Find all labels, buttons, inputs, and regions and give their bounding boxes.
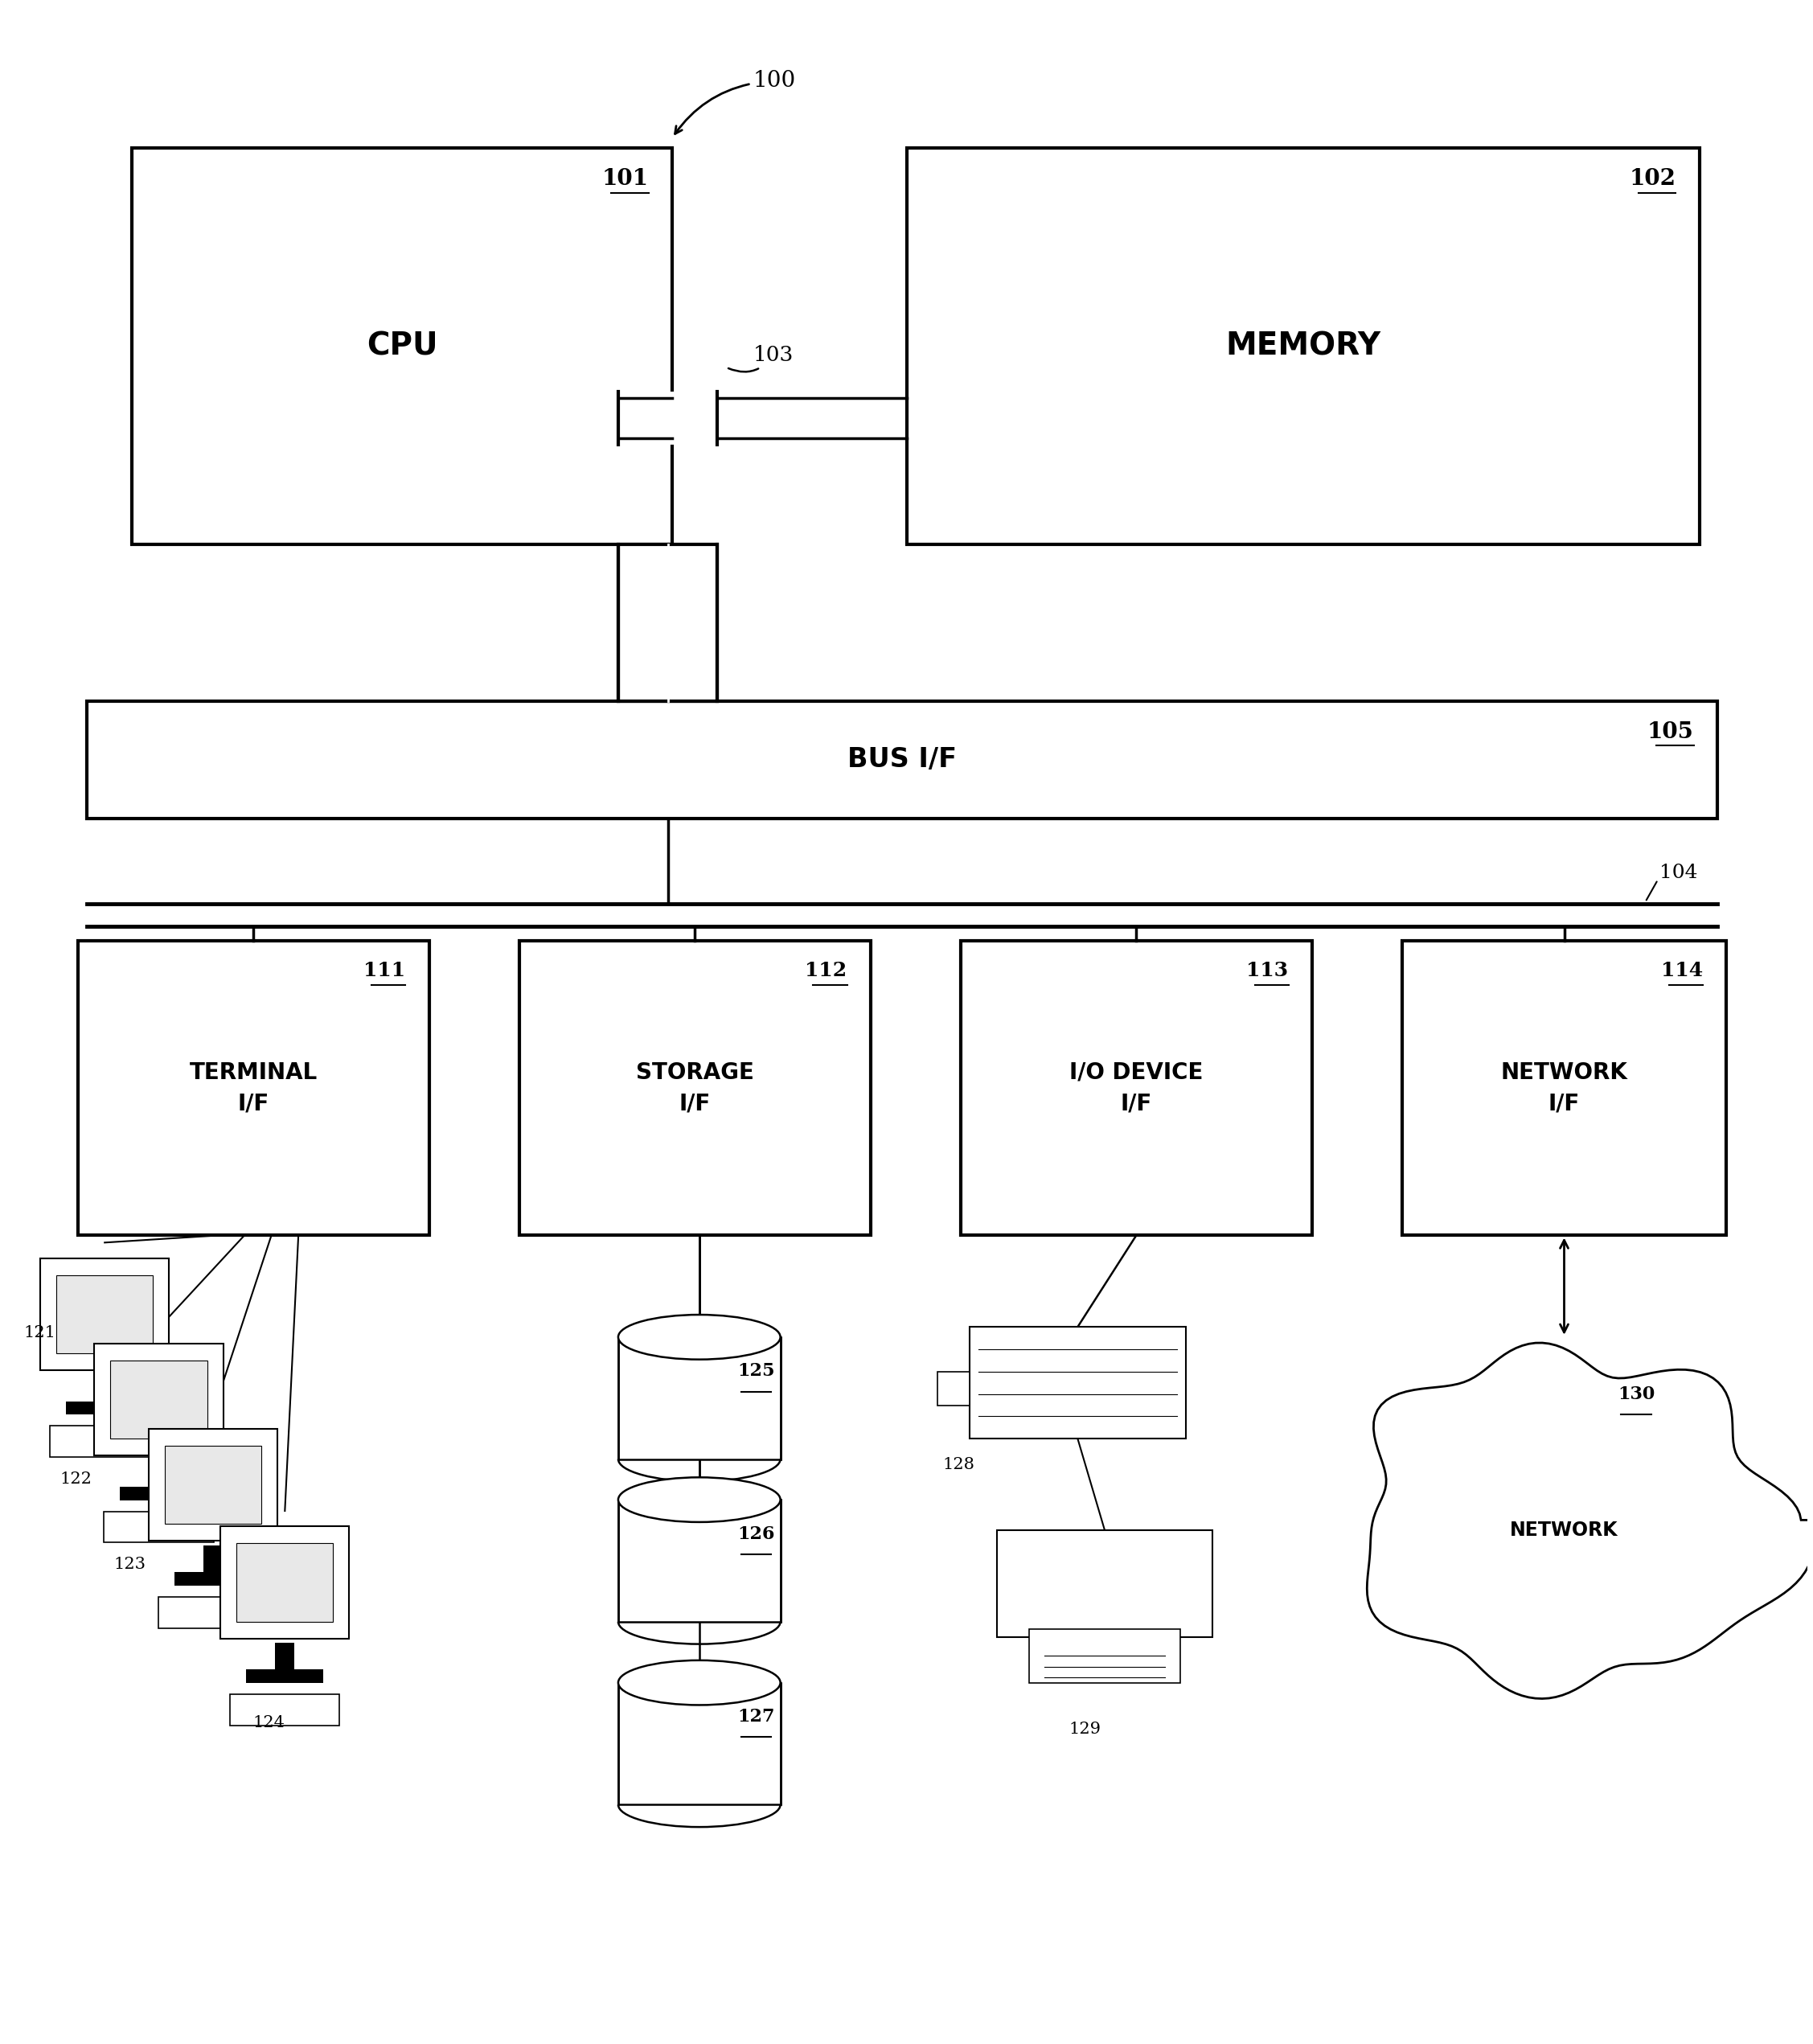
Bar <box>40 1259 169 1369</box>
Text: 129: 129 <box>1068 1721 1100 1737</box>
Text: MEMORY: MEMORY <box>1226 331 1380 362</box>
Text: 113: 113 <box>1247 961 1289 981</box>
Bar <box>961 940 1313 1235</box>
Text: 130: 130 <box>1617 1386 1655 1402</box>
Text: 100: 100 <box>674 69 796 133</box>
Bar <box>103 1511 214 1543</box>
Bar <box>618 1682 780 1805</box>
Bar <box>997 1531 1213 1637</box>
Bar <box>56 1275 152 1353</box>
Text: 127: 127 <box>738 1709 774 1725</box>
Text: 123: 123 <box>114 1558 145 1572</box>
Text: STORAGE
I/F: STORAGE I/F <box>636 1061 754 1116</box>
Bar <box>236 1543 334 1621</box>
Bar <box>158 1596 268 1627</box>
Bar <box>65 1402 143 1414</box>
Bar <box>78 940 430 1235</box>
Bar <box>132 147 673 544</box>
Text: 128: 128 <box>943 1457 975 1472</box>
Text: 121: 121 <box>24 1325 56 1341</box>
Bar <box>94 1374 114 1402</box>
Bar <box>87 701 1717 820</box>
Bar <box>906 147 1699 544</box>
Text: NETWORK
I/F: NETWORK I/F <box>1501 1061 1628 1116</box>
Text: 101: 101 <box>602 168 649 190</box>
Bar <box>120 1486 198 1500</box>
Text: 124: 124 <box>252 1715 285 1731</box>
Text: 104: 104 <box>1659 863 1697 881</box>
Text: CPU: CPU <box>366 331 437 362</box>
Ellipse shape <box>618 1660 780 1705</box>
Bar <box>618 544 718 701</box>
Bar <box>94 1343 223 1455</box>
Bar <box>203 1545 223 1572</box>
Text: 125: 125 <box>738 1363 774 1380</box>
Bar <box>230 1694 339 1725</box>
Bar <box>165 1445 261 1525</box>
Bar <box>247 1670 323 1682</box>
Bar <box>276 1643 294 1670</box>
Text: TERMINAL
I/F: TERMINAL I/F <box>189 1061 317 1116</box>
Text: NETWORK: NETWORK <box>1510 1521 1619 1539</box>
Bar <box>618 1337 780 1459</box>
Bar <box>937 1372 970 1404</box>
Bar <box>1030 1629 1180 1682</box>
Bar <box>221 1527 350 1639</box>
Bar <box>174 1572 252 1586</box>
Ellipse shape <box>618 1314 780 1359</box>
Text: 111: 111 <box>364 961 406 981</box>
Bar <box>519 940 870 1235</box>
Text: I/O DEVICE
I/F: I/O DEVICE I/F <box>1070 1061 1204 1116</box>
Bar <box>111 1361 207 1439</box>
Bar <box>1401 940 1726 1235</box>
Text: 102: 102 <box>1630 168 1675 190</box>
Text: 126: 126 <box>738 1525 774 1543</box>
Text: 114: 114 <box>1661 961 1702 981</box>
Bar <box>149 1429 277 1541</box>
Text: 103: 103 <box>729 345 794 372</box>
Text: 105: 105 <box>1648 722 1693 742</box>
Bar <box>970 1327 1186 1439</box>
Text: 112: 112 <box>805 961 847 981</box>
Text: BUS I/F: BUS I/F <box>847 746 957 773</box>
Bar <box>51 1427 160 1457</box>
Bar <box>618 392 718 446</box>
Ellipse shape <box>618 1478 780 1523</box>
Bar <box>149 1459 169 1486</box>
Bar <box>618 1500 780 1621</box>
Text: 122: 122 <box>60 1472 92 1486</box>
PathPatch shape <box>1367 1343 1813 1699</box>
